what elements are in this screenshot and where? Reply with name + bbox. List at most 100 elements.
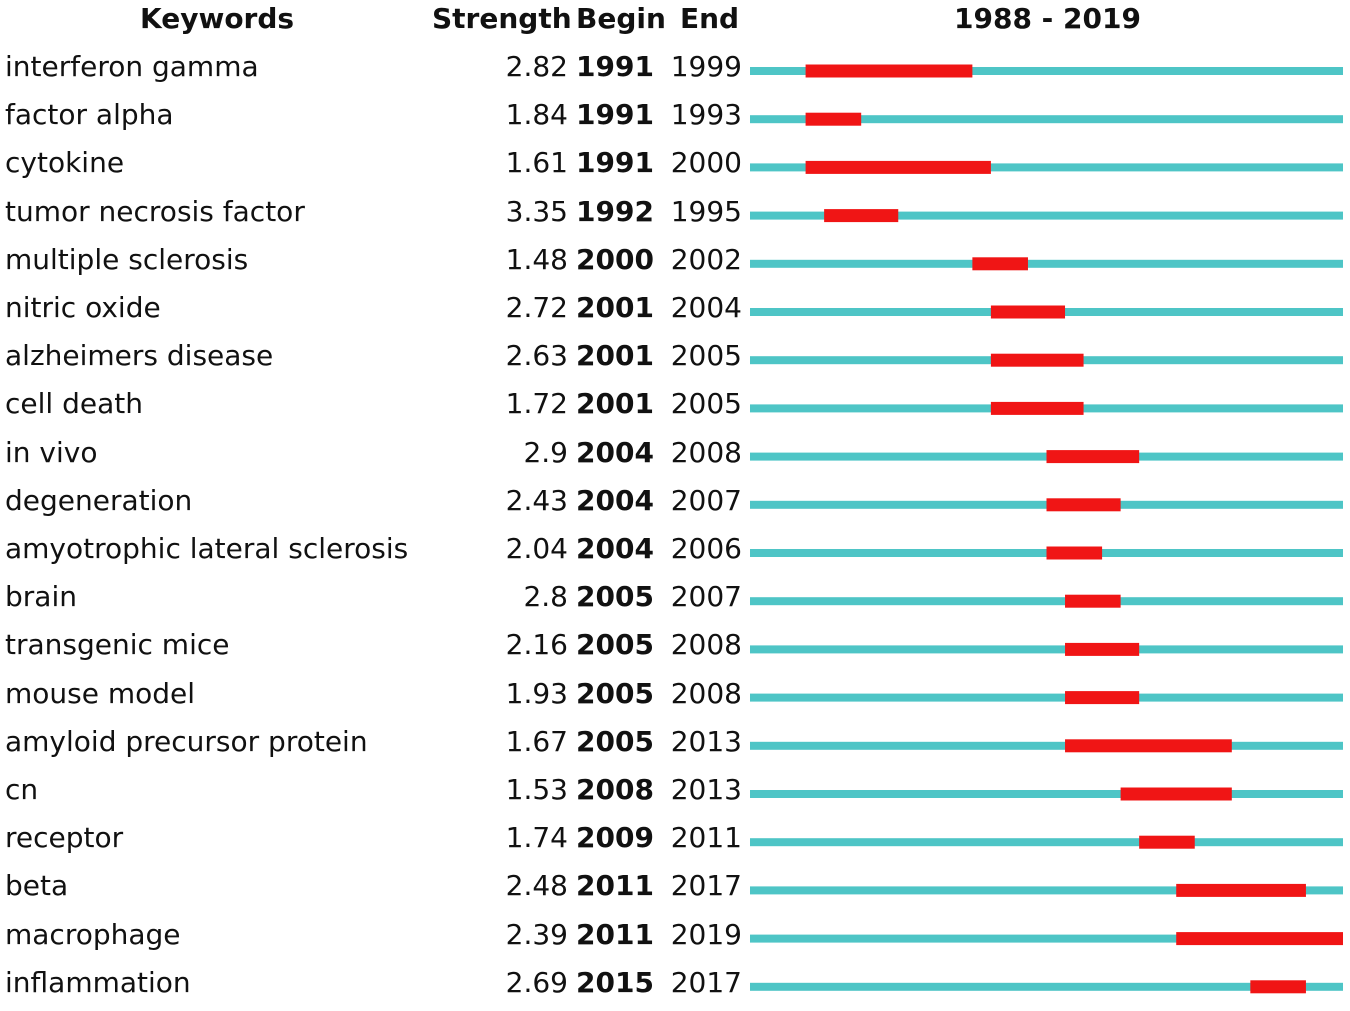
keyword-cell: factor alpha [5,98,174,132]
header-begin: Begin [576,2,666,35]
strength-cell: 2.82 [505,50,568,83]
table-row: macrophage 2.39 2011 2019 [0,915,1350,963]
table-row: mouse model 1.93 2005 2008 [0,674,1350,722]
keyword-cell: macrophage [5,917,181,951]
table-row: alzheimers disease 2.63 2001 2005 [0,336,1350,384]
end-cell: 1999 [670,50,742,83]
burst-bar [1046,498,1121,512]
timeline-bar [750,211,1343,220]
end-cell: 1993 [670,98,742,132]
strength-cell: 2.16 [505,628,568,662]
keyword-cell: multiple sclerosis [5,242,249,276]
end-cell: 2008 [670,628,742,662]
strength-cell: 2.04 [505,532,568,565]
begin-cell: 2011 [576,917,654,951]
end-cell: 1995 [670,194,742,228]
timeline-bar [750,163,1343,172]
strength-cell: 3.35 [505,194,568,228]
burst-bar [805,112,862,126]
timeline-bar [750,645,1343,654]
header-keywords: Keywords [140,2,295,35]
keyword-cell: inflammation [5,965,191,999]
begin-cell: 2008 [576,773,654,806]
strength-cell: 1.53 [505,773,568,806]
keyword-cell: in vivo [5,435,98,469]
end-cell: 2017 [670,965,742,999]
burst-bar [1139,835,1195,849]
end-cell: 2007 [670,483,742,517]
keyword-cell: cell death [5,387,143,421]
burst-bar [990,401,1084,415]
timeline-bar [750,790,1343,798]
begin-cell: 1991 [576,98,654,132]
keyword-cell: cytokine [5,146,125,180]
header-strength: Strength [432,2,572,35]
strength-cell: 2.43 [505,483,568,517]
begin-cell: 2015 [576,965,654,999]
table-row: degeneration 2.43 2004 2007 [0,481,1350,529]
end-cell: 2008 [670,676,742,710]
keyword-cell: nitric oxide [5,291,161,324]
end-cell: 2013 [670,724,742,758]
burst-bar [1046,546,1103,560]
end-cell: 2008 [670,435,742,469]
keyword-cell: amyloid precursor protein [5,724,368,758]
table-row: cell death 1.72 2001 2005 [0,384,1350,432]
begin-cell: 2005 [576,724,654,758]
timeline-bar [750,67,1343,75]
timeline-bar [750,934,1343,943]
strength-cell: 1.74 [505,821,568,855]
begin-cell: 2004 [576,483,654,517]
burst-bar [990,353,1084,367]
keyword-cell: degeneration [5,483,193,517]
burst-bar [805,64,973,78]
end-cell: 2005 [670,387,742,421]
burst-bar [1176,883,1306,897]
timeline-bar [750,982,1343,991]
strength-cell: 1.61 [505,146,568,180]
begin-cell: 2001 [576,291,654,324]
header-year-range: 1988 - 2019 [954,2,1141,35]
end-cell: 2004 [670,291,742,324]
strength-cell: 2.8 [523,580,568,614]
table-row: inflammation 2.69 2015 2017 [0,963,1350,1011]
begin-cell: 2005 [576,580,654,614]
begin-cell: 2011 [576,869,654,903]
burst-bar [1065,594,1121,608]
burst-bar [972,257,1028,271]
burst-bar [1046,450,1140,464]
keyword-cell: alzheimers disease [5,339,274,373]
strength-cell: 1.48 [505,242,568,276]
burst-bar [1176,932,1343,946]
table-row: receptor 1.74 2009 2011 [0,818,1350,866]
strength-cell: 1.67 [505,724,568,758]
table-row: beta 2.48 2011 2017 [0,866,1350,914]
end-cell: 2005 [670,339,742,373]
burst-bar [805,160,991,174]
table-row: cytokine 1.61 1991 2000 [0,143,1350,191]
burst-bar [1250,980,1306,994]
table-row: amyotrophic lateral sclerosis 2.04 2004 200… [0,529,1350,577]
begin-cell: 2001 [576,339,654,373]
keyword-cell: transgenic mice [5,628,230,662]
table-row: transgenic mice 2.16 2005 2008 [0,625,1350,673]
end-cell: 2013 [670,773,742,806]
strength-cell: 1.72 [505,387,568,421]
keyword-cell: brain [5,580,77,614]
table-row: interferon gamma 2.82 1991 1999 [0,47,1350,95]
burst-bar [1065,691,1140,705]
begin-cell: 2004 [576,532,654,565]
burst-bar [824,209,899,223]
strength-cell: 2.48 [505,869,568,903]
keyword-cell: beta [5,869,69,903]
begin-cell: 2005 [576,628,654,662]
timeline-bar [750,741,1343,750]
begin-cell: 2000 [576,242,654,276]
begin-cell: 2009 [576,821,654,855]
end-cell: 2002 [670,242,742,276]
begin-cell: 2001 [576,387,654,421]
strength-cell: 1.93 [505,676,568,710]
timeline-bar [750,597,1343,606]
timeline-bar [750,886,1343,895]
table-row: multiple sclerosis 1.48 2000 2002 [0,240,1350,288]
